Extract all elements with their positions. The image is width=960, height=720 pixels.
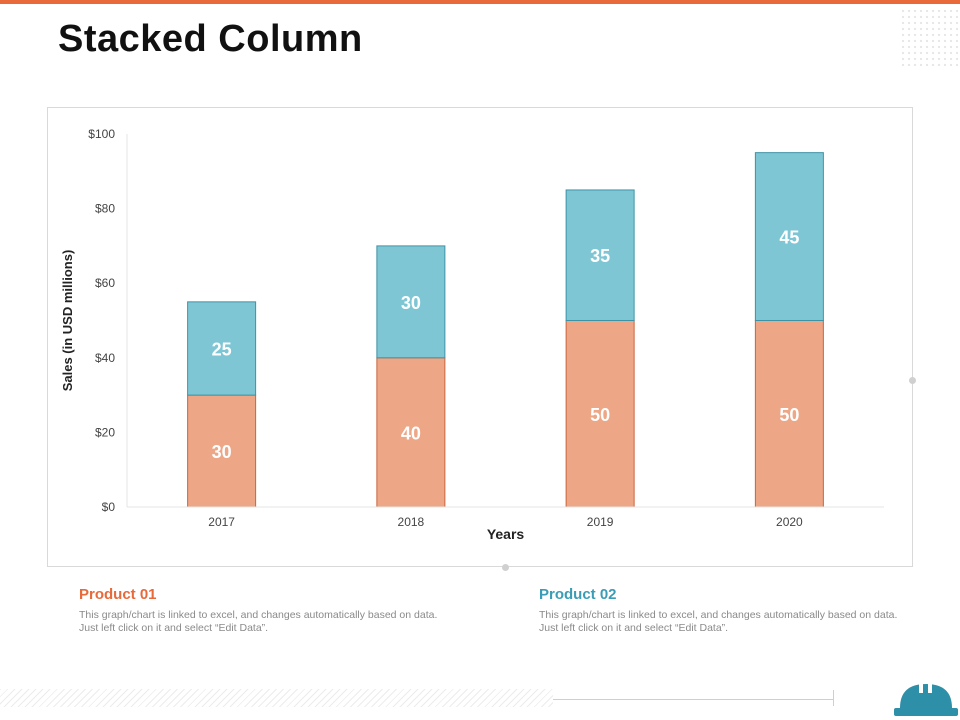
- bar-2019-1[interactable]: [565, 320, 635, 508]
- helmet-icon: [894, 681, 958, 716]
- slide-title: Stacked Column: [58, 18, 363, 60]
- bar-data-label: 30: [212, 442, 232, 462]
- x-axis-title: Years: [487, 526, 525, 542]
- y-tick-label: $0: [102, 500, 116, 514]
- bar-2019-2[interactable]: [565, 189, 635, 321]
- footer-divider-tick: [833, 690, 834, 706]
- product-02-description: This graph/chart is linked to excel, and…: [539, 609, 898, 634]
- y-axis-title: Sales (in USD millions): [60, 250, 75, 392]
- bar-2018-1[interactable]: [376, 357, 446, 508]
- bars: 30 25 40 30 50 35 50 45: [187, 152, 824, 508]
- bar-data-label: 25: [212, 339, 232, 359]
- x-tick-label: 2019: [587, 515, 614, 529]
- bar-data-label: 50: [779, 405, 799, 425]
- bar-data-label: 40: [401, 423, 421, 443]
- y-tick-label: $20: [95, 425, 115, 439]
- frame-resize-handle-bottom[interactable]: [502, 564, 509, 571]
- chart-frame[interactable]: [47, 107, 913, 567]
- bar-2020-2[interactable]: [754, 152, 824, 321]
- x-tick-label: 2020: [776, 515, 803, 529]
- product-02-title: Product 02: [539, 586, 617, 603]
- x-axis: 2017 2018 2019 2020: [208, 515, 803, 529]
- product-01-title: Product 01: [79, 586, 157, 603]
- bar-data-label: 35: [590, 246, 610, 266]
- frame-resize-handle-right[interactable]: [909, 377, 916, 384]
- bar-2017-2[interactable]: [187, 301, 257, 396]
- top-accent-bar: [0, 0, 960, 4]
- bar-2018-2[interactable]: [376, 245, 446, 359]
- y-tick-label: $40: [95, 351, 115, 365]
- footer-divider: [553, 699, 833, 700]
- product-01-block: Product 01 This graph/chart is linked to…: [79, 586, 439, 635]
- product-02-block: Product 02 This graph/chart is linked to…: [539, 586, 899, 635]
- bar-data-label: 50: [590, 405, 610, 425]
- product-01-description: This graph/chart is linked to excel, and…: [79, 609, 438, 634]
- bar-2020-1[interactable]: [754, 320, 824, 508]
- x-tick-label: 2018: [398, 515, 425, 529]
- bar-data-label: 30: [401, 293, 421, 313]
- y-tick-label: $100: [88, 127, 115, 141]
- decorative-dot-grid: [900, 8, 958, 68]
- footer-hatch-pattern: [0, 689, 553, 707]
- y-axis: $0 $20 $40 $60 $80 $100: [88, 127, 115, 514]
- y-tick-label: $60: [95, 276, 115, 290]
- y-tick-label: $80: [95, 202, 115, 216]
- x-tick-label: 2017: [208, 515, 235, 529]
- bar-data-label: 45: [779, 228, 799, 248]
- bar-2017-1[interactable]: [187, 394, 257, 508]
